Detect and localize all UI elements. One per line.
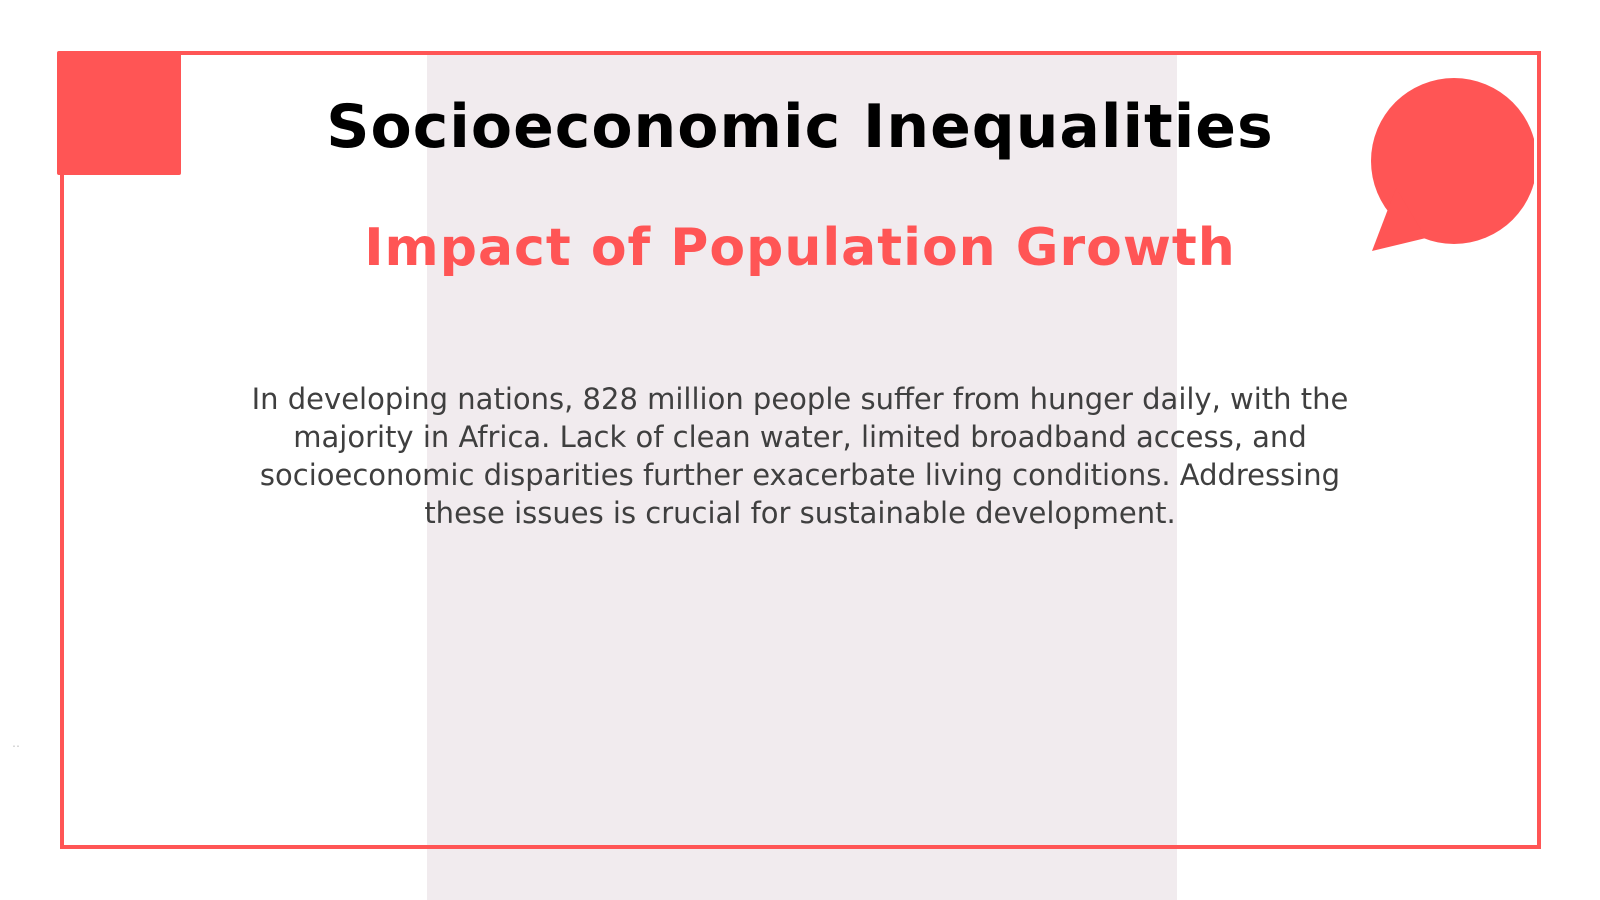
center-background-band (427, 54, 1177, 900)
corner-square-decoration (57, 51, 181, 175)
slide-subtitle: Impact of Population Growth (364, 218, 1236, 278)
slide-body-text: In developing nations, 828 million peopl… (251, 382, 1349, 530)
tiny-mark: ˙˙ (12, 745, 20, 754)
slide-frame (60, 51, 1541, 849)
speech-bubble-icon (1371, 78, 1534, 251)
slide-title: Socioeconomic Inequalities (326, 92, 1274, 162)
